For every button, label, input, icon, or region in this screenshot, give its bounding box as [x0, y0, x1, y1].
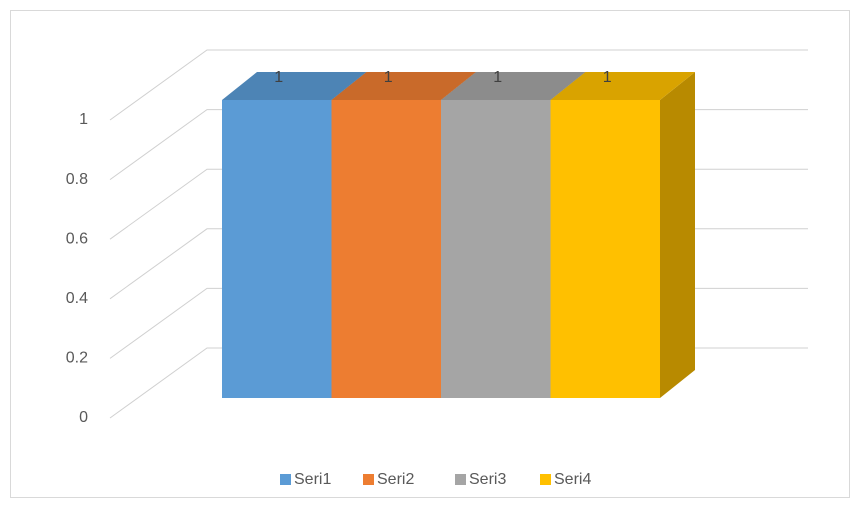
y-tick-label: 0.8 — [66, 171, 88, 188]
legend-label: Seri3 — [469, 471, 506, 488]
data-label: 1 — [603, 69, 612, 86]
legend-swatch — [280, 474, 291, 485]
bar — [550, 100, 660, 398]
bar — [331, 100, 441, 398]
y-tick-label: 1 — [79, 111, 88, 128]
grid-line — [109, 49, 808, 121]
data-label: 1 — [493, 69, 502, 86]
y-tick-label: 0.6 — [66, 230, 88, 247]
bar-top — [550, 72, 695, 100]
bar-top — [331, 72, 476, 100]
bar-top — [222, 72, 367, 100]
legend-swatch — [540, 474, 551, 485]
legend-swatch — [363, 474, 374, 485]
legend-swatch — [455, 474, 466, 485]
data-label: 1 — [274, 69, 283, 86]
data-label: 1 — [384, 69, 393, 86]
y-tick-label: 0 — [79, 409, 88, 426]
bar — [441, 100, 551, 398]
legend-label: Seri4 — [554, 471, 591, 488]
y-tick-label: 0.4 — [66, 290, 88, 307]
bar-side — [660, 72, 695, 398]
y-tick-label: 0.2 — [66, 350, 88, 367]
bar — [222, 100, 332, 398]
legend-label: Seri1 — [294, 471, 331, 488]
bar-top — [441, 72, 586, 100]
legend-label: Seri2 — [377, 471, 414, 488]
